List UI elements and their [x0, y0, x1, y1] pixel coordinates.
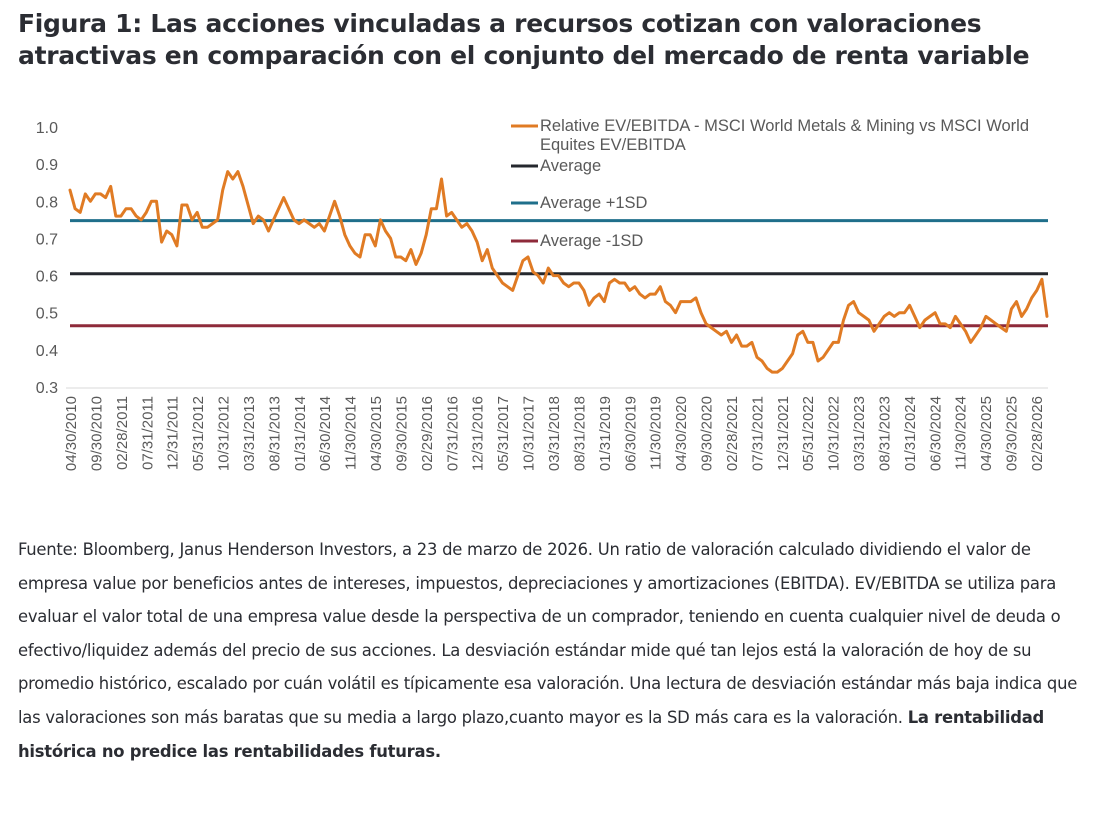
chart-legend: Relative EV/EBITDA - MSCI World Metals &… — [511, 117, 1029, 250]
figure-title: Figura 1: Las acciones vinculadas a recu… — [18, 8, 1098, 72]
x-tick-label: 05/31/2012 — [190, 396, 207, 471]
y-tick-label: 0.5 — [36, 306, 58, 323]
x-tick-label: 04/30/2025 — [978, 396, 995, 471]
x-tick-label: 09/30/2020 — [699, 396, 716, 471]
x-tick-label: 12/31/2021 — [775, 396, 792, 471]
caption-source-text: Fuente: Bloomberg, Janus Henderson Inves… — [18, 540, 1078, 727]
x-tick-label: 09/30/2015 — [393, 396, 410, 471]
x-tick-label: 05/31/2017 — [495, 396, 512, 471]
x-tick-label: 09/30/2010 — [88, 396, 105, 471]
x-tick-label: 03/31/2013 — [241, 396, 258, 471]
y-axis-ticks: 1.0 0.9 0.8 0.7 0.6 0.5 0.4 0.3 — [36, 120, 58, 397]
x-tick-label: 06/30/2024 — [927, 396, 944, 471]
x-tick-label: 06/30/2019 — [622, 396, 639, 471]
x-tick-label: 02/28/2021 — [724, 396, 741, 471]
y-tick-label: 0.7 — [36, 231, 58, 248]
x-tick-label: 12/31/2016 — [470, 396, 487, 471]
x-tick-label: 12/31/2011 — [165, 396, 182, 470]
legend-label: Relative EV/EBITDA - MSCI World Metals &… — [540, 117, 1029, 135]
legend-label: Equites EV/EBITDA — [540, 136, 686, 154]
x-tick-label: 07/31/2016 — [444, 396, 461, 471]
series-layer — [68, 170, 1049, 374]
x-tick-label: 01/31/2024 — [902, 396, 919, 471]
y-tick-label: 0.4 — [36, 343, 58, 360]
line-chart: 1.0 0.9 0.8 0.7 0.6 0.5 0.4 0.3 04/30/2010 09/30… — [36, 117, 1049, 471]
figure-title-line-2: atractivas en comparación con el conjunt… — [18, 41, 1030, 70]
x-tick-label: 11/30/2019 — [648, 396, 665, 470]
caption-disclaimer: La rentabilidad histórica no predice las… — [18, 707, 1045, 761]
x-tick-label: 08/31/2013 — [266, 396, 283, 471]
x-tick-label: 08/31/2018 — [571, 396, 588, 471]
x-tick-label: 09/30/2025 — [1004, 396, 1021, 471]
x-tick-label: 03/31/2018 — [546, 396, 563, 471]
x-tick-label: 03/31/2023 — [851, 396, 868, 471]
x-tick-label: 01/31/2014 — [292, 396, 309, 471]
x-tick-label: 05/31/2022 — [800, 396, 817, 471]
y-tick-label: 0.8 — [36, 194, 58, 211]
y-tick-label: 0.6 — [36, 269, 58, 286]
y-tick-label: 0.3 — [36, 380, 58, 397]
x-tick-label: 02/28/2026 — [1029, 396, 1046, 471]
x-tick-label: 04/30/2020 — [673, 396, 690, 471]
x-tick-label: 04/30/2010 — [63, 396, 80, 471]
x-tick-label: 06/30/2014 — [317, 396, 334, 471]
legend-label: Average +1SD — [540, 194, 648, 212]
x-tick-label: 07/31/2011 — [139, 396, 156, 470]
x-tick-label: 07/31/2021 — [749, 396, 766, 471]
x-tick-label: 04/30/2015 — [368, 396, 385, 471]
y-tick-label: 0.9 — [36, 157, 58, 174]
x-tick-label: 10/31/2022 — [826, 396, 843, 471]
x-tick-label: 02/29/2016 — [419, 396, 436, 471]
figure-title-line-1: Figura 1: Las acciones vinculadas a recu… — [18, 9, 982, 38]
reference-lines — [70, 219, 1048, 328]
legend-label: Average -1SD — [540, 232, 643, 250]
x-tick-label: 11/30/2014 — [343, 396, 360, 470]
x-tick-label: 01/31/2019 — [597, 396, 614, 471]
x-tick-label: 08/31/2023 — [876, 396, 893, 471]
figure-caption: Fuente: Bloomberg, Janus Henderson Inves… — [18, 533, 1098, 768]
x-tick-label: 11/30/2024 — [953, 396, 970, 470]
x-tick-label: 10/31/2012 — [216, 396, 233, 471]
legend-label: Average — [540, 157, 601, 175]
series-line-relative-ev-ebitda — [68, 170, 1049, 374]
x-tick-label: 02/28/2011 — [114, 396, 131, 470]
x-axis-ticks: 04/30/2010 09/30/2010 02/28/2011 07/31/2011… — [63, 396, 1046, 471]
y-tick-label: 1.0 — [36, 120, 58, 137]
x-tick-label: 10/31/2017 — [521, 396, 538, 471]
